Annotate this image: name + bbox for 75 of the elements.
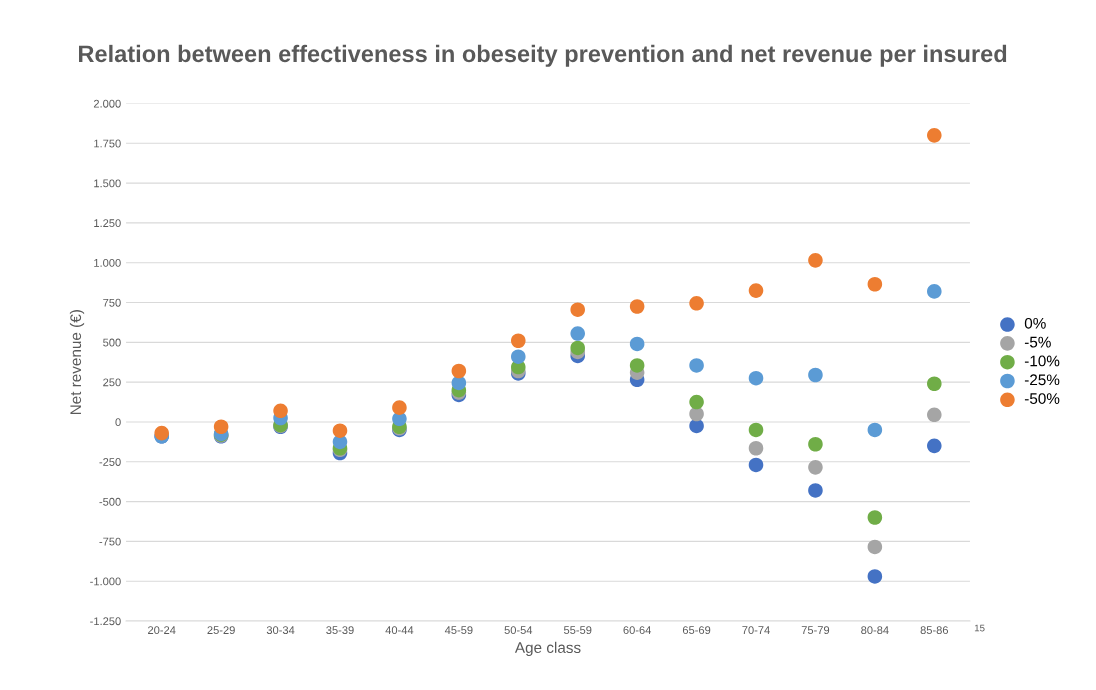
x-tick-label: 35-39	[326, 626, 354, 635]
point	[392, 400, 407, 415]
y-tick-label: 1.500	[94, 179, 121, 188]
y-tick-label: 0	[115, 418, 121, 427]
y-tick-label: -500	[99, 497, 121, 506]
x-tick-label: 20-24	[148, 626, 176, 635]
x-tick-label: 50-54	[504, 626, 533, 635]
point	[808, 367, 823, 383]
legend-label: -10%	[1024, 355, 1060, 367]
y-tick-label: 500	[103, 338, 121, 347]
point	[511, 333, 526, 349]
point	[927, 284, 942, 299]
point	[748, 370, 764, 386]
y-tick-label: -750	[99, 537, 121, 546]
y-axis-title: Net revenue (€)	[69, 310, 85, 415]
legend-label: -50%	[1024, 393, 1060, 404]
legend-label: -5%	[1024, 336, 1051, 348]
y-tick-label: -1.250	[90, 617, 121, 626]
point	[332, 423, 348, 438]
x-tick-label: 60-64	[623, 626, 652, 635]
point	[154, 425, 169, 441]
point	[689, 406, 704, 422]
y-tick-label: -250	[99, 458, 121, 466]
point	[748, 457, 764, 473]
x-tick-label: 70-74	[742, 626, 770, 635]
point	[273, 403, 288, 419]
point	[867, 276, 883, 292]
legend-label: 0%	[1024, 317, 1046, 329]
legend-label: -25%	[1024, 374, 1060, 386]
y-tick-label: 2.000	[93, 99, 121, 108]
point	[808, 436, 823, 452]
point	[748, 440, 764, 456]
text: 15	[974, 624, 985, 632]
x-tick-label: 65-69	[682, 626, 711, 635]
x-tick-label: 85-86	[920, 626, 949, 635]
point	[867, 510, 883, 525]
point	[748, 283, 764, 298]
y-tick-label: 1.750	[94, 139, 121, 148]
point	[451, 363, 467, 379]
point	[570, 326, 585, 341]
point	[689, 394, 704, 410]
y-tick-label: 250	[103, 378, 121, 387]
x-tick-label: 55-59	[563, 626, 592, 635]
y-tick-label: -1.000	[90, 577, 121, 586]
point	[511, 349, 526, 364]
x-tick-label: 75-79	[801, 626, 830, 635]
point	[629, 336, 645, 352]
point	[867, 539, 883, 555]
point	[867, 422, 883, 438]
y-tick-label: 1.250	[94, 219, 121, 228]
chart-title: Relation between effectiveness in obeseity prevention and net revenue per insured	[79, 44, 1007, 67]
point	[808, 460, 823, 475]
point	[689, 296, 704, 311]
x-tick-label: 40-44	[385, 626, 414, 635]
y-tick-label: 750	[103, 298, 121, 307]
x-tick-label: 80-84	[861, 626, 889, 635]
point	[748, 422, 764, 438]
point	[570, 340, 585, 356]
x-tick-label: 30-34	[266, 626, 295, 635]
point	[213, 419, 229, 435]
point	[689, 358, 704, 373]
point	[927, 438, 942, 454]
y-tick-label: 1.000	[94, 259, 121, 267]
point	[927, 376, 942, 392]
x-tick-label: 25-29	[207, 626, 235, 635]
x-tick-label: 45-59	[444, 626, 473, 635]
point	[808, 483, 823, 498]
point	[570, 302, 585, 317]
point	[867, 569, 883, 584]
x-axis-title: Age class	[514, 641, 581, 657]
point	[629, 358, 645, 373]
point	[927, 128, 942, 143]
point	[927, 407, 942, 423]
point	[629, 299, 645, 314]
point	[808, 253, 823, 268]
